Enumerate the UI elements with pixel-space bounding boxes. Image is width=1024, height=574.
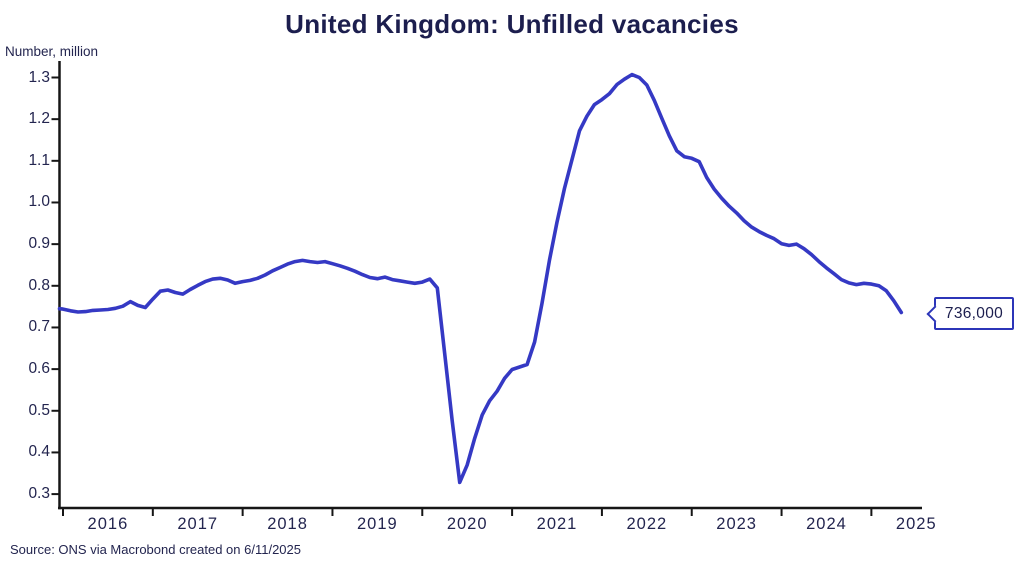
chart-title: United Kingdom: Unfilled vacancies [285,9,739,39]
vacancies-line-series [57,72,904,485]
y-tick-label: 1.0 [28,193,50,211]
source-note: Source: ONS via Macrobond created on 6/1… [10,542,301,557]
x-tick-label: 2022 [626,515,668,533]
x-tick-label: 2021 [536,515,578,533]
x-tick-label: 2020 [446,515,488,533]
x-tick-label: 2024 [806,515,847,533]
x-tick-label: 2017 [177,515,219,533]
x-tick-label: 2016 [87,515,129,533]
y-tick-label: 0.4 [28,443,50,461]
axes [51,61,922,516]
x-tick-label: 2023 [716,515,757,533]
y-tick-label: 0.8 [28,276,50,294]
last-value-callout: 736,000 [926,297,1014,330]
y-tick-label: 0.6 [28,360,50,378]
y-tick-label: 1.2 [28,110,50,128]
y-axis-unit-label: Number, million [5,44,99,59]
y-tick-label: 0.3 [28,485,50,503]
y-tick-label: 0.9 [28,235,50,253]
x-tick-label: 2019 [357,515,398,533]
callout-value: 736,000 [944,304,1004,322]
x-tick-label: 2025 [895,515,937,533]
x-tick-label: 2018 [267,515,308,533]
y-tick-label: 0.5 [28,401,50,419]
y-tick-label: 1.1 [28,151,50,169]
y-tick-label: 0.7 [28,318,50,336]
y-tick-label: 1.3 [28,68,50,86]
